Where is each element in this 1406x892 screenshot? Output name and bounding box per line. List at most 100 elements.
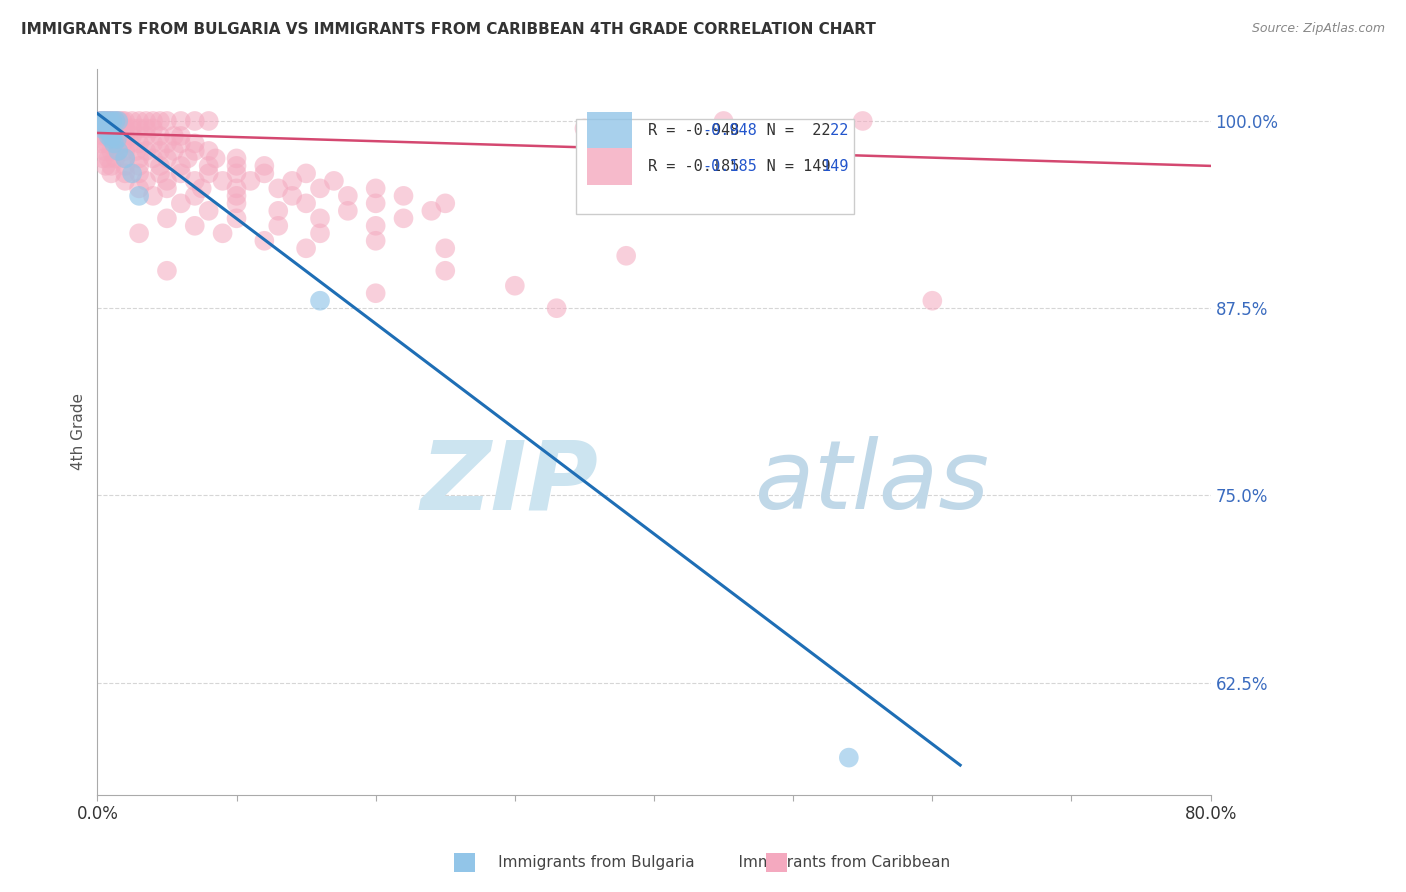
Text: -0.948: -0.948 xyxy=(702,123,756,137)
Point xyxy=(93,114,115,128)
Point xyxy=(90,121,112,136)
Point xyxy=(128,114,150,128)
Point xyxy=(309,211,332,226)
Point xyxy=(94,121,117,136)
Point xyxy=(135,121,157,136)
Point xyxy=(364,196,387,211)
Point xyxy=(98,114,121,128)
Point xyxy=(190,181,212,195)
Point xyxy=(135,114,157,128)
Point xyxy=(108,114,131,128)
Point xyxy=(392,211,415,226)
Point xyxy=(163,144,186,158)
Text: -0.185: -0.185 xyxy=(702,159,756,174)
Point xyxy=(104,114,127,128)
Point xyxy=(614,249,637,263)
Point xyxy=(149,166,172,180)
Point xyxy=(225,196,247,211)
Point xyxy=(364,219,387,233)
Point xyxy=(90,136,112,151)
Point xyxy=(91,114,114,128)
Point xyxy=(89,114,111,128)
Point xyxy=(364,181,387,195)
Point xyxy=(128,159,150,173)
Point xyxy=(98,114,121,128)
Point xyxy=(97,114,120,128)
Point xyxy=(93,144,115,158)
Point xyxy=(91,152,114,166)
Point xyxy=(103,114,125,128)
FancyBboxPatch shape xyxy=(588,112,631,148)
FancyBboxPatch shape xyxy=(588,148,631,185)
Point xyxy=(100,121,122,136)
Point xyxy=(97,152,120,166)
Text: R = -0.185   N = 149: R = -0.185 N = 149 xyxy=(648,159,831,174)
Point xyxy=(184,189,207,203)
Point xyxy=(156,264,179,278)
Point xyxy=(125,144,148,158)
Point xyxy=(295,166,318,180)
Point xyxy=(107,144,129,158)
Point xyxy=(149,128,172,143)
Point xyxy=(121,128,143,143)
Point xyxy=(90,114,112,128)
Point xyxy=(128,136,150,151)
Point xyxy=(128,121,150,136)
Point xyxy=(267,181,290,195)
Text: Immigrants from Bulgaria         Immigrants from Caribbean: Immigrants from Bulgaria Immigrants from… xyxy=(464,855,950,870)
Point xyxy=(323,174,346,188)
Point xyxy=(197,144,219,158)
Point xyxy=(177,152,200,166)
Point xyxy=(142,121,165,136)
Point xyxy=(225,152,247,166)
Point xyxy=(121,121,143,136)
Point xyxy=(114,144,136,158)
Point xyxy=(197,159,219,173)
Point xyxy=(184,114,207,128)
Text: ZIP: ZIP xyxy=(420,436,598,529)
Point xyxy=(121,166,143,180)
Point xyxy=(239,174,262,188)
Point xyxy=(170,196,193,211)
Point xyxy=(225,189,247,203)
Point xyxy=(114,121,136,136)
Point xyxy=(434,241,457,255)
Text: IMMIGRANTS FROM BULGARIA VS IMMIGRANTS FROM CARIBBEAN 4TH GRADE CORRELATION CHAR: IMMIGRANTS FROM BULGARIA VS IMMIGRANTS F… xyxy=(21,22,876,37)
Point xyxy=(184,144,207,158)
Point xyxy=(156,181,179,195)
Point xyxy=(713,114,735,128)
Point xyxy=(149,159,172,173)
Point xyxy=(503,278,526,293)
Point xyxy=(103,136,125,151)
Point xyxy=(142,189,165,203)
Point xyxy=(87,114,110,128)
Point xyxy=(96,114,118,128)
Point xyxy=(135,144,157,158)
Text: Source: ZipAtlas.com: Source: ZipAtlas.com xyxy=(1251,22,1385,36)
Text: 149: 149 xyxy=(821,159,848,174)
Point xyxy=(105,132,128,146)
Point xyxy=(98,126,121,140)
FancyBboxPatch shape xyxy=(576,120,855,214)
Point xyxy=(253,159,276,173)
Point xyxy=(149,114,172,128)
Point xyxy=(184,219,207,233)
Point xyxy=(107,144,129,158)
Point xyxy=(111,114,134,128)
Point xyxy=(114,152,136,166)
Point xyxy=(197,203,219,218)
Point xyxy=(101,128,124,143)
Point xyxy=(392,189,415,203)
Point xyxy=(103,136,125,151)
Point xyxy=(114,166,136,180)
Point xyxy=(170,114,193,128)
Point xyxy=(114,174,136,188)
Point xyxy=(149,144,172,158)
Point xyxy=(142,136,165,151)
Point xyxy=(104,152,127,166)
Point xyxy=(170,159,193,173)
Point xyxy=(100,144,122,158)
Point xyxy=(107,121,129,136)
Point xyxy=(107,114,129,128)
Point xyxy=(156,152,179,166)
